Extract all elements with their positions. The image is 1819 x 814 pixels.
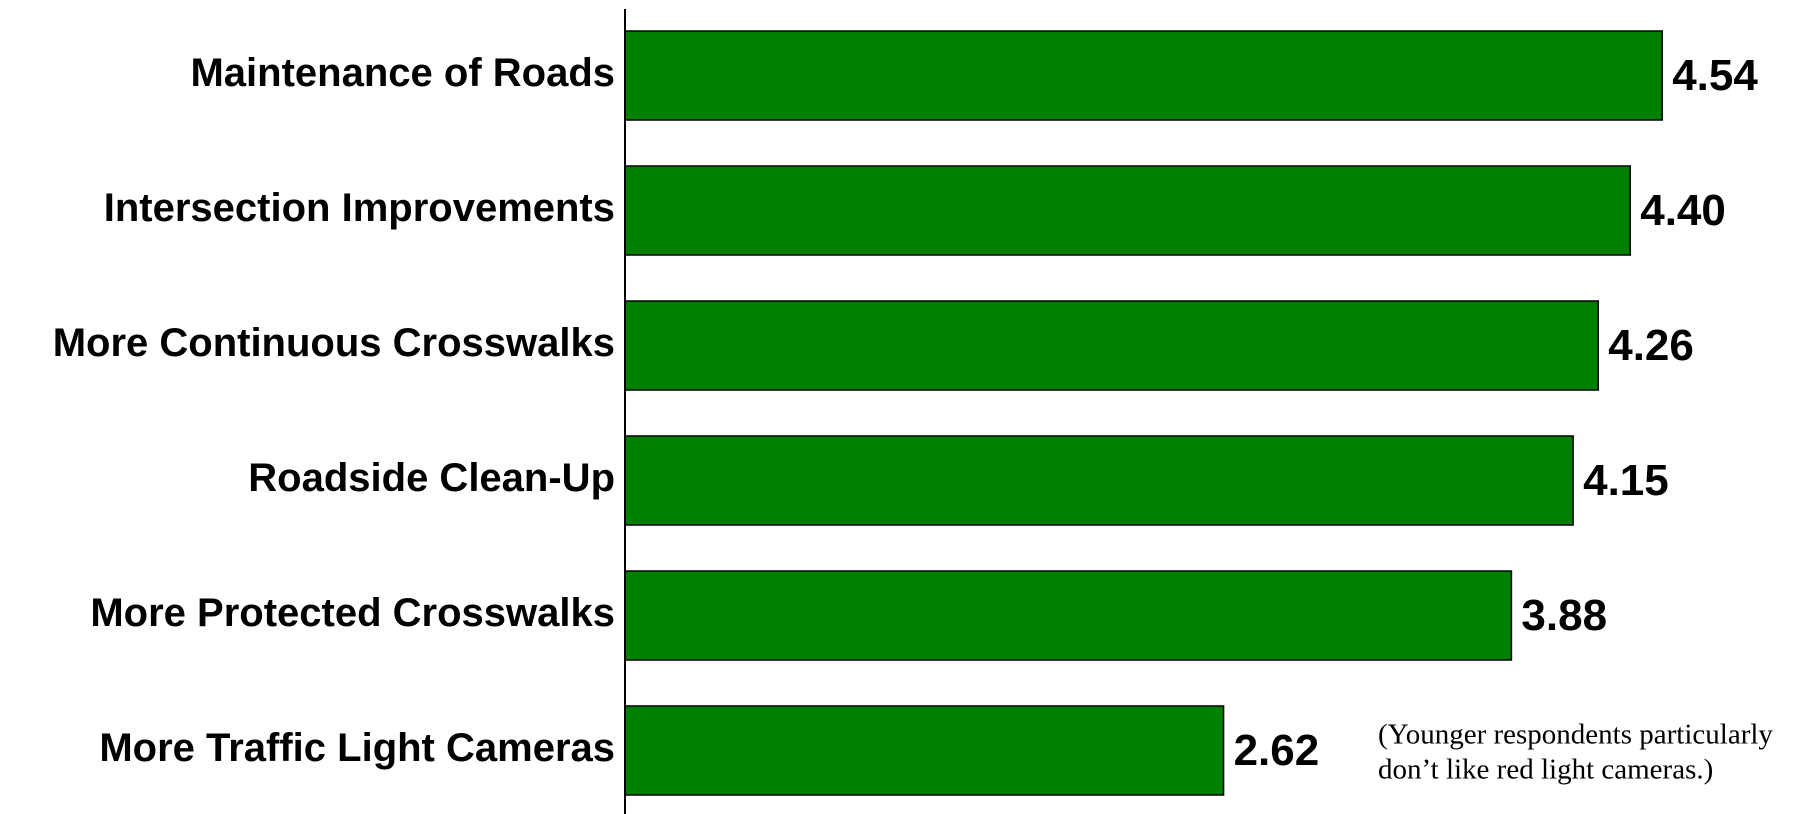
category-label: More Traffic Light Cameras [99,726,615,770]
bar [624,165,1631,256]
category-label: Roadside Clean-Up [248,456,615,500]
bar [624,30,1663,121]
value-label: 2.62 [1234,726,1320,775]
value-label: 4.40 [1640,186,1726,235]
category-label: More Protected Crosswalks [90,591,615,635]
category-label: More Continuous Crosswalks [53,321,615,365]
bar [624,705,1225,796]
category-label: Maintenance of Roads [190,51,615,95]
value-label: 4.54 [1672,51,1758,100]
value-label: 3.88 [1521,591,1607,640]
annotation: (Younger respondents particularly [1378,719,1773,751]
value-label: 4.26 [1608,321,1694,370]
category-label: Intersection Improvements [104,186,615,230]
annotation: don’t like red light cameras.) [1378,754,1713,786]
bar [624,435,1574,526]
value-label: 4.15 [1583,456,1669,505]
bar [624,300,1599,391]
bar [624,570,1513,661]
